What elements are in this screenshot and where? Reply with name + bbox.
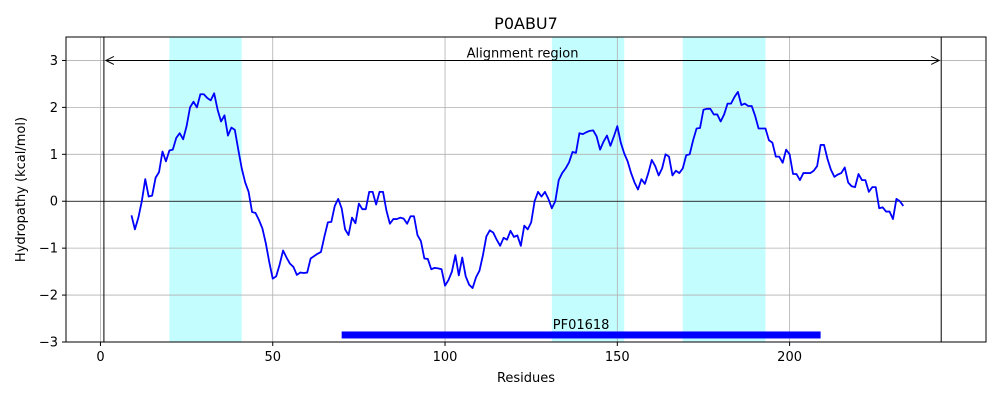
- y-tick-label: 2: [50, 101, 58, 116]
- y-tick-label: −2: [39, 289, 58, 304]
- highlight-bands: [169, 37, 766, 342]
- series-group: [130, 91, 905, 289]
- x-axis-ticks: 0 50 100 150 200: [96, 342, 802, 365]
- x-tick-label: 200: [777, 350, 802, 365]
- highlight-band: [682, 37, 766, 342]
- reference-lines: [66, 37, 986, 342]
- x-tick-label: 100: [433, 350, 458, 365]
- alignment-annotation: [104, 56, 941, 65]
- x-axis-label: Residues: [497, 371, 555, 386]
- domain-annotation: [341, 331, 821, 339]
- domain-bar: [341, 331, 821, 339]
- alignment-arrow-left-head: [104, 56, 115, 65]
- series-line: [130, 91, 905, 289]
- highlight-band: [169, 37, 242, 342]
- y-axis-ticks: −3 −2 −1 0 1 2 3: [39, 54, 66, 351]
- x-tick-label: 50: [264, 350, 281, 365]
- y-tick-label: −1: [39, 242, 58, 257]
- highlight-band: [551, 37, 625, 342]
- plot-frame: [65, 36, 987, 343]
- y-tick-label: −3: [39, 336, 58, 351]
- y-tick-label: 0: [50, 195, 58, 210]
- y-tick-label: 3: [50, 54, 58, 69]
- alignment-arrow-right-head: [930, 56, 941, 65]
- domain-label: PF01618: [553, 318, 610, 333]
- chart-title: P0ABU7: [494, 14, 558, 33]
- y-tick-label: 1: [50, 148, 58, 163]
- x-tick-label: 150: [605, 350, 630, 365]
- x-tick-label: 0: [96, 350, 104, 365]
- y-axis-label: Hydropathy (kcal/mol): [14, 117, 29, 262]
- alignment-region-label: Alignment region: [467, 46, 579, 61]
